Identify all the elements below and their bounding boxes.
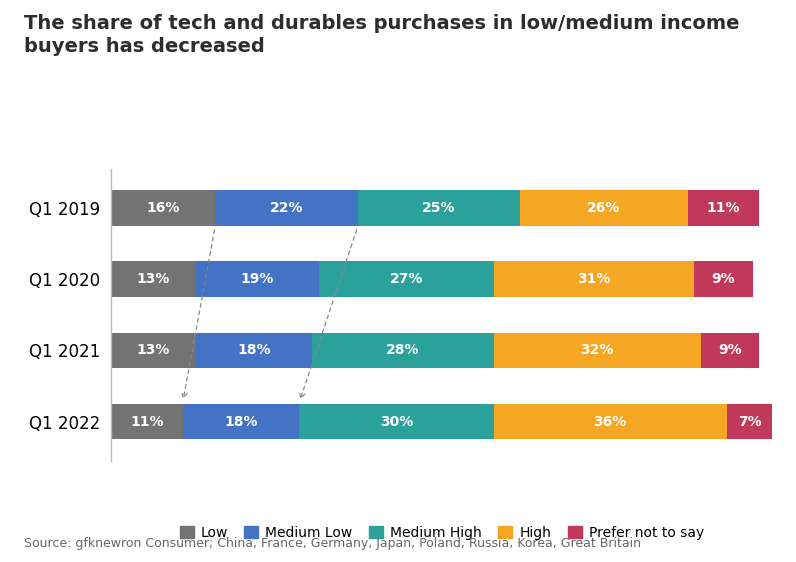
Text: 13%: 13% <box>137 272 170 286</box>
Bar <box>299 404 494 439</box>
Legend: Low, Medium Low, Medium High, High, Prefer not to say: Low, Medium Low, Medium High, High, Pref… <box>174 520 709 546</box>
Bar <box>111 190 215 225</box>
Text: 26%: 26% <box>587 201 620 215</box>
Text: 16%: 16% <box>146 201 180 215</box>
Bar <box>694 261 753 297</box>
Text: 22%: 22% <box>270 201 303 215</box>
Bar <box>312 333 494 368</box>
Bar <box>727 404 772 439</box>
Bar <box>318 261 494 297</box>
Text: 11%: 11% <box>131 415 164 429</box>
Text: 36%: 36% <box>594 415 626 429</box>
Bar <box>215 190 357 225</box>
Text: 7%: 7% <box>738 415 761 429</box>
Text: 11%: 11% <box>707 201 740 215</box>
Text: 19%: 19% <box>240 272 274 286</box>
Bar <box>520 190 688 225</box>
Bar <box>111 261 196 297</box>
Bar <box>196 333 312 368</box>
Bar <box>183 404 299 439</box>
Text: 31%: 31% <box>577 272 611 286</box>
Text: buyers has decreased: buyers has decreased <box>24 37 264 56</box>
Text: 9%: 9% <box>718 343 742 357</box>
Bar <box>111 333 196 368</box>
Bar <box>357 190 520 225</box>
Text: 9%: 9% <box>712 272 736 286</box>
Bar <box>494 261 694 297</box>
Text: 28%: 28% <box>386 343 419 357</box>
Text: 18%: 18% <box>224 415 258 429</box>
Text: 30%: 30% <box>380 415 413 429</box>
Bar <box>494 333 700 368</box>
Bar <box>688 190 759 225</box>
Bar <box>196 261 318 297</box>
Text: 27%: 27% <box>389 272 423 286</box>
Bar <box>494 404 727 439</box>
Bar <box>700 333 759 368</box>
Bar <box>111 404 183 439</box>
Text: The share of tech and durables purchases in low/medium income: The share of tech and durables purchases… <box>24 14 739 33</box>
Text: 32%: 32% <box>580 343 614 357</box>
Text: 25%: 25% <box>422 201 455 215</box>
Text: 13%: 13% <box>137 343 170 357</box>
Text: Source: gfknewron Consumer; China, France, Germany, Japan, Poland, Russia, Korea: Source: gfknewron Consumer; China, Franc… <box>24 537 641 550</box>
Text: 18%: 18% <box>237 343 271 357</box>
